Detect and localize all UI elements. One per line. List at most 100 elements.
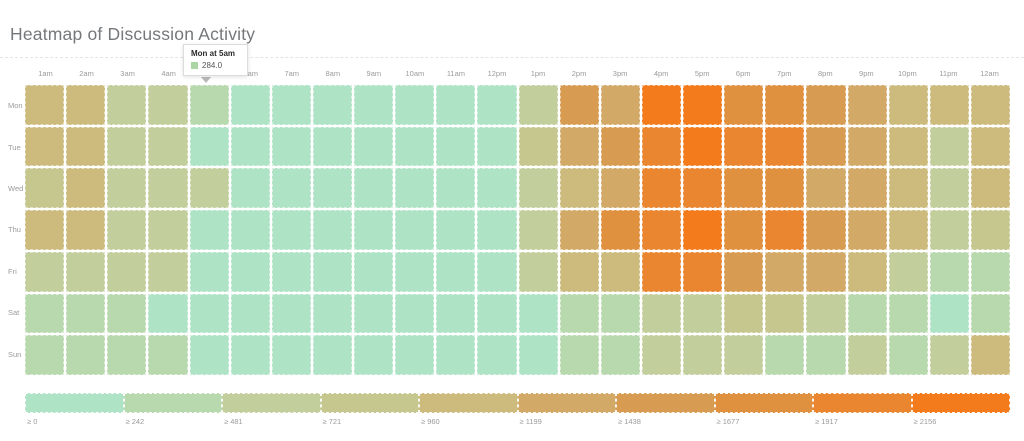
heatmap-cell[interactable] bbox=[230, 335, 270, 375]
heatmap-cell[interactable] bbox=[66, 126, 106, 167]
heatmap-cell[interactable] bbox=[929, 335, 969, 375]
heatmap-cell[interactable] bbox=[107, 168, 147, 209]
heatmap-cell[interactable] bbox=[888, 251, 928, 292]
heatmap-cell[interactable] bbox=[66, 85, 106, 125]
heatmap-cell[interactable] bbox=[395, 251, 435, 292]
heatmap-cell[interactable] bbox=[107, 85, 147, 125]
heatmap-cell[interactable] bbox=[107, 293, 147, 334]
heatmap-cell[interactable] bbox=[559, 168, 599, 209]
heatmap-cell[interactable] bbox=[641, 126, 681, 167]
heatmap-cell[interactable] bbox=[25, 335, 65, 375]
heatmap-cell[interactable] bbox=[970, 210, 1010, 250]
heatmap-cell[interactable] bbox=[641, 251, 681, 292]
heatmap-cell[interactable] bbox=[518, 168, 558, 209]
heatmap-cell[interactable] bbox=[559, 293, 599, 334]
heatmap-cell[interactable] bbox=[25, 168, 65, 209]
heatmap-cell[interactable] bbox=[929, 168, 969, 209]
heatmap-cell[interactable] bbox=[600, 251, 640, 292]
heatmap-cell[interactable] bbox=[724, 335, 764, 375]
heatmap-cell[interactable] bbox=[765, 210, 805, 250]
heatmap-cell[interactable] bbox=[477, 126, 517, 167]
heatmap-cell[interactable] bbox=[25, 85, 65, 125]
heatmap-cell[interactable] bbox=[271, 293, 311, 334]
heatmap-cell[interactable] bbox=[436, 85, 476, 125]
heatmap-cell[interactable] bbox=[559, 251, 599, 292]
heatmap-cell[interactable] bbox=[806, 335, 846, 375]
heatmap-cell[interactable] bbox=[683, 293, 723, 334]
heatmap-cell[interactable] bbox=[189, 168, 229, 209]
heatmap-cell[interactable] bbox=[641, 293, 681, 334]
heatmap-cell[interactable] bbox=[395, 293, 435, 334]
heatmap-cell[interactable] bbox=[806, 168, 846, 209]
heatmap-cell[interactable] bbox=[929, 85, 969, 125]
heatmap-cell[interactable] bbox=[600, 168, 640, 209]
heatmap-cell[interactable] bbox=[765, 293, 805, 334]
heatmap-cell[interactable] bbox=[888, 85, 928, 125]
heatmap-cell[interactable] bbox=[559, 85, 599, 125]
heatmap-cell[interactable] bbox=[230, 126, 270, 167]
heatmap-cell[interactable] bbox=[395, 168, 435, 209]
heatmap-cell[interactable] bbox=[312, 210, 352, 250]
heatmap-cell[interactable] bbox=[66, 251, 106, 292]
heatmap-cell[interactable] bbox=[107, 126, 147, 167]
heatmap-cell[interactable] bbox=[806, 293, 846, 334]
heatmap-cell[interactable] bbox=[600, 210, 640, 250]
heatmap-cell[interactable] bbox=[518, 335, 558, 375]
heatmap-cell[interactable] bbox=[436, 126, 476, 167]
heatmap-cell[interactable] bbox=[847, 85, 887, 125]
heatmap-cell[interactable] bbox=[970, 293, 1010, 334]
heatmap-cell[interactable] bbox=[559, 210, 599, 250]
heatmap-cell[interactable] bbox=[600, 126, 640, 167]
heatmap-cell[interactable] bbox=[189, 335, 229, 375]
heatmap-cell[interactable] bbox=[436, 251, 476, 292]
heatmap-cell[interactable] bbox=[477, 293, 517, 334]
heatmap-cell[interactable] bbox=[929, 251, 969, 292]
heatmap-cell[interactable] bbox=[477, 168, 517, 209]
heatmap-cell[interactable] bbox=[929, 293, 969, 334]
heatmap-cell[interactable] bbox=[395, 85, 435, 125]
heatmap-cell[interactable] bbox=[724, 293, 764, 334]
heatmap-cell[interactable] bbox=[888, 168, 928, 209]
heatmap-cell[interactable] bbox=[189, 293, 229, 334]
heatmap-cell[interactable] bbox=[271, 126, 311, 167]
heatmap-cell[interactable] bbox=[189, 85, 229, 125]
heatmap-cell[interactable] bbox=[354, 251, 394, 292]
heatmap-cell[interactable] bbox=[518, 126, 558, 167]
heatmap-cell[interactable] bbox=[683, 251, 723, 292]
heatmap-cell[interactable] bbox=[477, 251, 517, 292]
heatmap-cell[interactable] bbox=[888, 335, 928, 375]
heatmap-cell[interactable] bbox=[518, 210, 558, 250]
heatmap-cell[interactable] bbox=[148, 168, 188, 209]
heatmap-cell[interactable] bbox=[312, 85, 352, 125]
heatmap-cell[interactable] bbox=[354, 85, 394, 125]
heatmap-cell[interactable] bbox=[929, 210, 969, 250]
heatmap-cell[interactable] bbox=[66, 293, 106, 334]
heatmap-cell[interactable] bbox=[641, 335, 681, 375]
heatmap-cell[interactable] bbox=[518, 85, 558, 125]
heatmap-cell[interactable] bbox=[765, 251, 805, 292]
heatmap-cell[interactable] bbox=[600, 85, 640, 125]
heatmap-cell[interactable] bbox=[847, 335, 887, 375]
heatmap-cell[interactable] bbox=[888, 126, 928, 167]
heatmap-cell[interactable] bbox=[600, 335, 640, 375]
heatmap-cell[interactable] bbox=[559, 126, 599, 167]
heatmap-cell[interactable] bbox=[559, 335, 599, 375]
heatmap-cell[interactable] bbox=[230, 251, 270, 292]
heatmap-cell[interactable] bbox=[25, 210, 65, 250]
heatmap-cell[interactable] bbox=[312, 168, 352, 209]
heatmap-cell[interactable] bbox=[312, 335, 352, 375]
heatmap-cell[interactable] bbox=[230, 293, 270, 334]
heatmap-cell[interactable] bbox=[970, 126, 1010, 167]
heatmap-cell[interactable] bbox=[724, 251, 764, 292]
heatmap-cell[interactable] bbox=[518, 251, 558, 292]
heatmap-cell[interactable] bbox=[641, 168, 681, 209]
heatmap-cell[interactable] bbox=[271, 85, 311, 125]
heatmap-cell[interactable] bbox=[518, 293, 558, 334]
heatmap-cell[interactable] bbox=[271, 168, 311, 209]
heatmap-cell[interactable] bbox=[641, 85, 681, 125]
heatmap-cell[interactable] bbox=[230, 210, 270, 250]
heatmap-cell[interactable] bbox=[683, 126, 723, 167]
heatmap-cell[interactable] bbox=[847, 210, 887, 250]
heatmap-cell[interactable] bbox=[436, 335, 476, 375]
heatmap-cell[interactable] bbox=[312, 251, 352, 292]
